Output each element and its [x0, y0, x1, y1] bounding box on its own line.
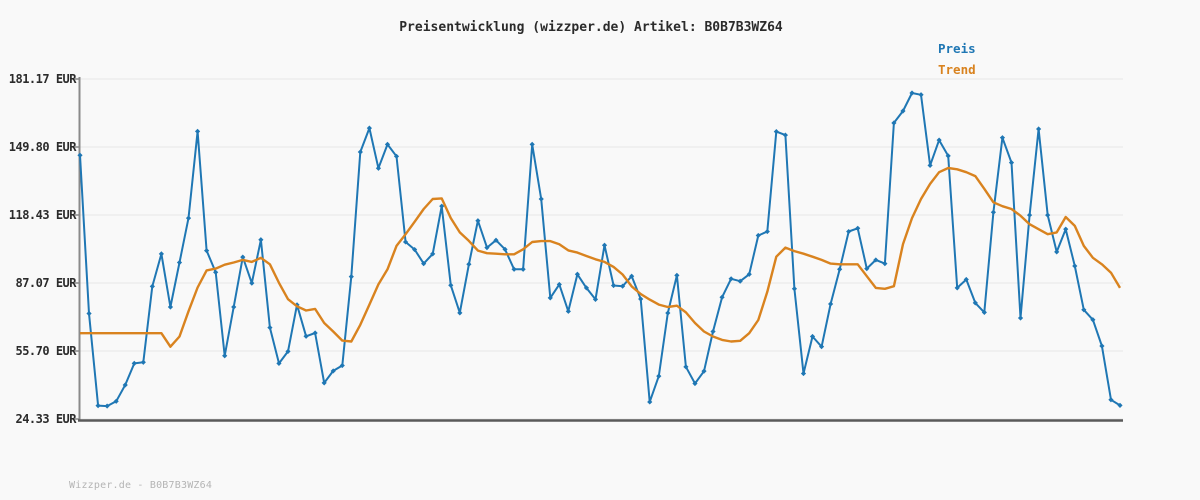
legend-item-preis: Preis: [938, 38, 976, 59]
legend-item-trend: Trend: [938, 59, 976, 80]
chart-title: Preisentwicklung (wizzper.de) Artikel: B…: [399, 20, 783, 35]
preis-markers: [77, 90, 1123, 409]
y-tick-label: 55.70 EUR: [15, 344, 77, 358]
y-tick-label: 118.43 EUR: [9, 208, 78, 222]
legend-label-trend: Trend: [938, 62, 976, 77]
y-tick-label: 24.33 EUR: [15, 412, 77, 426]
chart-legend: Preis Trend: [938, 38, 976, 80]
y-tick-label: 149.80 EUR: [9, 140, 78, 154]
y-tick-label: 181.17 EUR: [9, 72, 78, 86]
legend-label-preis: Preis: [938, 41, 976, 56]
preis-line: [79, 92, 1121, 408]
trend-line: [80, 166, 1122, 348]
watermark-text: Wizzper.de - B0B7B3WZ64: [69, 480, 213, 491]
y-tick-label: 87.07 EUR: [15, 276, 77, 290]
